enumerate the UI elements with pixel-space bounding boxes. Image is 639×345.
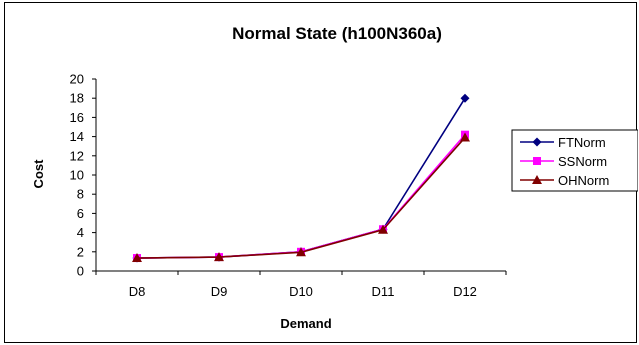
line-chart: Normal State (h100N360a) Demand Cost 0 2 4… [31, 24, 638, 331]
legend-marker-ftnorm [532, 137, 542, 147]
series-line-ftnorm [136, 97, 466, 259]
y-axis-title: Cost [31, 159, 46, 189]
y-tick-label: 16 [70, 110, 84, 125]
y-tick-label: 0 [77, 264, 84, 279]
x-axis-title: Demand [280, 316, 331, 331]
x-tick-label: D8 [129, 284, 146, 299]
series-line-ohnorm [136, 137, 466, 259]
chart-frame: Normal State (h100N360a) Demand Cost 0 2 4… [4, 2, 638, 343]
y-tick-label: 12 [70, 148, 84, 163]
x-tick-label: D9 [211, 284, 228, 299]
data-point-ohnorm [214, 252, 224, 262]
y-tick-label: 2 [77, 244, 84, 259]
x-tick-label: D11 [372, 284, 395, 299]
y-tick-label: 18 [70, 91, 84, 106]
x-tick-label: D12 [453, 284, 477, 299]
x-tick-label: D10 [289, 284, 313, 299]
legend-marker-ohnorm [532, 175, 542, 184]
data-point-ohnorm [378, 224, 388, 234]
chart-title: Normal State (h100N360a) [232, 24, 442, 43]
series-line-ssnorm [136, 134, 466, 259]
legend: FTNorm SSNorm OHNorm [511, 129, 638, 192]
plot-area: 0 2 4 6 8 10 12 14 16 18 20 D8 D9 D10 D11 D12 [70, 72, 507, 299]
data-point-ohnorm [460, 132, 470, 142]
legend-marker-ssnorm [533, 157, 541, 165]
y-tick-label: 8 [77, 187, 84, 202]
y-tick-label: 6 [77, 206, 84, 221]
legend-label-ssnorm: SSNorm [558, 154, 607, 169]
y-tick-label: 4 [77, 225, 84, 240]
data-point-ohnorm [296, 247, 306, 257]
y-tick-label: 20 [70, 72, 84, 87]
y-tick-label: 14 [70, 129, 84, 144]
data-point-ftnorm [460, 93, 470, 103]
legend-label-ftnorm: FTNorm [558, 135, 606, 150]
y-tick-label: 10 [70, 168, 84, 183]
legend-label-ohnorm: OHNorm [558, 173, 609, 188]
data-point-ohnorm [132, 253, 142, 263]
